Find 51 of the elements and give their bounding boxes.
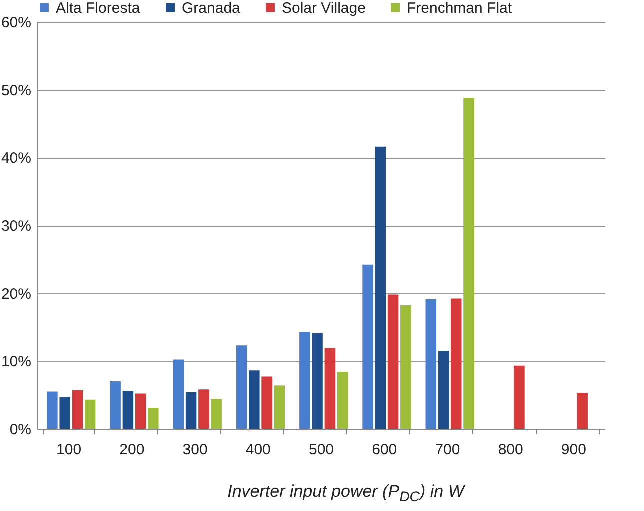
bar [464, 98, 474, 429]
y-tick-label: 30% [1, 218, 32, 235]
bar [186, 392, 197, 429]
legend-label: Solar Village [282, 0, 366, 17]
x-tick-label: 700 [435, 442, 460, 458]
bar [236, 346, 248, 429]
bar [451, 298, 462, 429]
x-tick-label: 600 [372, 442, 398, 458]
y-tick-label: 50% [1, 82, 32, 100]
legend-label: Granada [182, 0, 242, 17]
x-tick-label: 900 [561, 442, 586, 458]
bar [198, 390, 210, 429]
bar [388, 294, 399, 429]
bar [514, 366, 525, 429]
bar [375, 146, 386, 429]
bar [438, 350, 450, 429]
bar [312, 333, 323, 429]
y-tick-label: 10% [1, 354, 32, 371]
bar [400, 306, 412, 429]
x-tick-label: 200 [120, 442, 145, 458]
x-tick-label: 100 [56, 442, 82, 458]
bar [262, 376, 272, 429]
bar [60, 397, 70, 429]
bar [426, 299, 436, 429]
bar [72, 390, 84, 429]
x-tick-label: 400 [246, 442, 271, 458]
bar [135, 394, 146, 429]
bar [173, 360, 184, 429]
legend-label: Alta Floresta [56, 0, 141, 17]
bar [274, 386, 286, 429]
legend-label: Frenchman Flat [407, 0, 513, 17]
x-tick-label: 500 [308, 442, 334, 458]
bar [249, 370, 260, 429]
y-tick-label: 60% [1, 14, 32, 32]
y-tick-label: 0% [10, 422, 32, 438]
y-tick-label: 20% [1, 286, 32, 303]
bar [362, 264, 374, 429]
bar [211, 399, 222, 429]
bar [122, 391, 134, 429]
x-tick-label: 800 [498, 442, 524, 458]
y-tick-label: 40% [1, 150, 32, 168]
bar [47, 392, 58, 429]
bar [84, 400, 96, 429]
bar [337, 372, 348, 429]
bar [324, 348, 336, 429]
bar [110, 382, 121, 429]
bar [300, 332, 310, 429]
x-tick-label: 300 [182, 442, 208, 458]
bar [148, 408, 159, 429]
bar [577, 393, 588, 429]
x-axis-title: Inverter input power (P$_{DC}$) in W [226, 482, 467, 506]
